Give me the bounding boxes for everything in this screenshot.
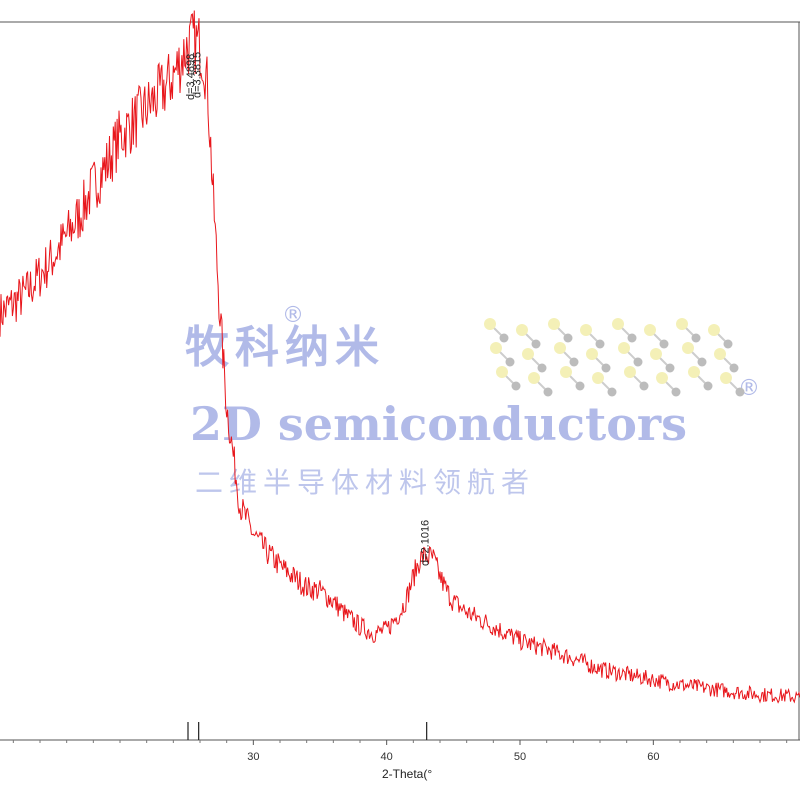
lattice-atom-metal — [723, 339, 733, 349]
lattice-atom-chalcogen — [650, 348, 662, 360]
lattice-atom-chalcogen — [708, 324, 720, 336]
watermark-en-brand: 2D semiconductors — [190, 397, 687, 451]
lattice-atom-chalcogen — [560, 366, 572, 378]
lattice-atom-chalcogen — [586, 348, 598, 360]
reference-lines — [187, 722, 428, 740]
peak-label-2: d=2.1016 — [420, 520, 432, 566]
lattice-atom-chalcogen — [490, 342, 502, 354]
lattice-atom-metal — [659, 339, 669, 349]
watermark-cn-brand: 牧科纳米 — [185, 322, 385, 373]
lattice-atom-chalcogen — [528, 372, 540, 384]
lattice-atom-chalcogen — [644, 324, 656, 336]
lattice-atom-metal — [499, 333, 509, 343]
lattice-atom-chalcogen — [592, 372, 604, 384]
lattice-atom-metal — [703, 381, 713, 391]
lattice-atom-chalcogen — [714, 348, 726, 360]
lattice-atom-metal — [697, 357, 707, 367]
lattice-atom-metal — [691, 333, 701, 343]
x-axis-ticks: 30 40 50 60 — [12, 740, 788, 763]
watermark-cn-slogan: 二维半导体材料领航者 — [195, 466, 535, 499]
lattice-atom-metal — [627, 333, 637, 343]
lattice-atom-metal — [671, 387, 681, 397]
lattice-atom-metal — [575, 381, 585, 391]
lattice-atom-chalcogen — [676, 318, 688, 330]
lattice-atom-metal — [563, 333, 573, 343]
molecule-lattice-icon — [484, 318, 745, 397]
lattice-atom-metal — [531, 339, 541, 349]
peak-label-0: d=3.4898 — [185, 54, 197, 100]
lattice-atom-chalcogen — [688, 366, 700, 378]
lattice-atom-chalcogen — [612, 318, 624, 330]
watermark-registered-mark: ® — [282, 303, 304, 328]
x-tick-label-30: 30 — [247, 751, 259, 763]
lattice-atom-metal — [537, 363, 547, 373]
lattice-atom-metal — [543, 387, 553, 397]
lattice-atom-chalcogen — [720, 372, 732, 384]
lattice-atom-chalcogen — [516, 324, 528, 336]
x-axis-title: 2-Theta(° — [382, 767, 432, 781]
lattice-atom-chalcogen — [656, 372, 668, 384]
peak-label-1: d=3.3815 — [192, 52, 204, 98]
lattice-atom-chalcogen — [682, 342, 694, 354]
lattice-atom-metal — [639, 381, 649, 391]
lattice-atom-chalcogen — [580, 324, 592, 336]
lattice-atom-chalcogen — [496, 366, 508, 378]
lattice-atom-chalcogen — [484, 318, 496, 330]
lattice-atom-chalcogen — [548, 318, 560, 330]
lattice-atom-metal — [633, 357, 643, 367]
lattice-atom-metal — [601, 363, 611, 373]
lattice-atom-metal — [505, 357, 515, 367]
x-tick-label-60: 60 — [647, 751, 659, 763]
series-group — [0, 10, 800, 704]
x-tick-label-40: 40 — [381, 751, 393, 763]
lattice-atom-metal — [569, 357, 579, 367]
lattice-atom-metal — [665, 363, 675, 373]
lattice-atom-metal — [595, 339, 605, 349]
x-tick-label-50: 50 — [514, 751, 526, 763]
lattice-atom-metal — [735, 387, 745, 397]
series-line-0 — [0, 10, 800, 704]
lattice-atom-chalcogen — [624, 366, 636, 378]
lattice-atom-metal — [729, 363, 739, 373]
lattice-atom-chalcogen — [554, 342, 566, 354]
lattice-atom-metal — [511, 381, 521, 391]
lattice-atom-metal — [607, 387, 617, 397]
lattice-atom-chalcogen — [522, 348, 534, 360]
lattice-atom-chalcogen — [618, 342, 630, 354]
watermark: 牧科纳米 ® 2D semiconductors ® 二维半导体材料领航者 — [185, 303, 760, 499]
